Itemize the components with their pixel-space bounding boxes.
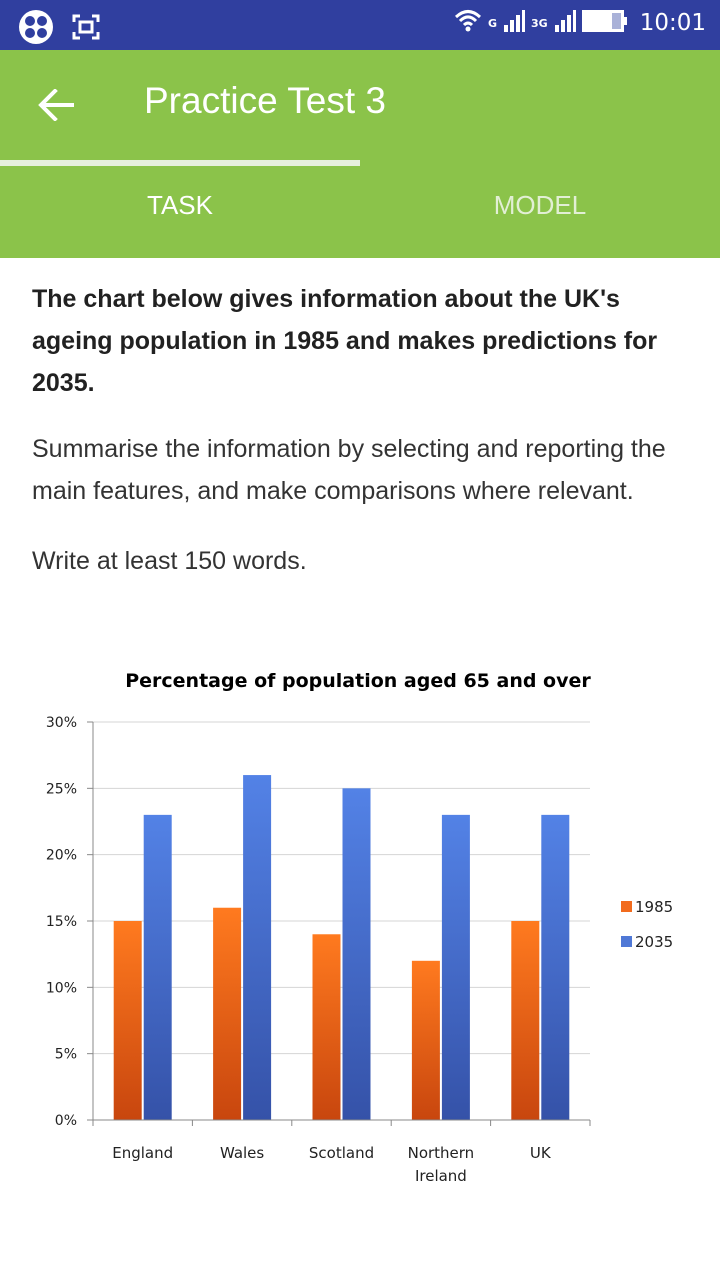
tab-bar: TASK MODEL — [0, 160, 720, 258]
bar-1985 — [113, 921, 142, 1120]
status-right-icons: G 3G 10:01 — [454, 8, 706, 38]
y-tick-label: 15% — [46, 914, 77, 930]
x-tick-label: Scotland — [309, 1144, 374, 1162]
chart-container: Percentage of population aged 65 and ove… — [0, 650, 720, 1210]
bar-2035 — [342, 788, 371, 1120]
signal-icon — [503, 9, 526, 37]
task-heading: The chart below gives information about … — [32, 285, 658, 397]
wifi-icon — [454, 8, 482, 38]
status-bar: G 3G 10:01 — [0, 0, 720, 50]
legend-label: 1985 — [635, 898, 673, 916]
bar-2035 — [441, 814, 470, 1120]
arrow-left-icon — [38, 88, 74, 125]
x-tick-label: England — [112, 1144, 173, 1162]
tab-model[interactable]: MODEL — [493, 190, 587, 220]
x-tick-label: Northern — [408, 1144, 475, 1162]
bar-2035 — [243, 775, 272, 1120]
page-title: Practice Test 3 — [144, 80, 386, 121]
back-button[interactable] — [28, 82, 84, 132]
y-tick-label: 30% — [46, 715, 77, 731]
x-tick-label: Ireland — [415, 1167, 467, 1185]
battery-icon — [581, 9, 628, 37]
bar-2035 — [143, 814, 172, 1120]
y-tick-label: 25% — [46, 781, 77, 797]
y-tick-label: 5% — [55, 1047, 77, 1063]
app-bar: Practice Test 3 TASK MODEL — [0, 50, 720, 258]
bar-chart: Percentage of population aged 65 and ove… — [46, 670, 673, 1185]
task-content: The chart below gives information about … — [32, 278, 692, 582]
bar-1985 — [213, 907, 242, 1120]
x-tick-label: UK — [530, 1144, 552, 1162]
signal-icon — [554, 9, 576, 37]
app-notification-icon — [18, 9, 54, 49]
bar-2035 — [541, 814, 570, 1120]
network-type-3g: 3G — [531, 16, 548, 30]
task-word-count: Write at least 150 words. — [32, 547, 307, 575]
screenshot-icon — [72, 14, 100, 44]
bar-1985 — [511, 921, 540, 1120]
bar-1985 — [411, 960, 440, 1120]
bar-1985 — [312, 934, 341, 1120]
legend-label: 2035 — [635, 933, 673, 951]
network-type-g: G — [487, 16, 498, 30]
legend-swatch-2035 — [621, 936, 632, 947]
tab-indicator — [0, 160, 360, 166]
tab-task[interactable]: TASK — [147, 190, 213, 220]
y-tick-label: 20% — [46, 848, 77, 864]
status-time: 10:01 — [639, 10, 706, 36]
y-tick-label: 10% — [46, 980, 77, 996]
status-left-icons — [18, 9, 100, 49]
legend-swatch-1985 — [621, 901, 632, 912]
task-instruction: Summarise the information by selecting a… — [32, 435, 666, 505]
chart-title: Percentage of population aged 65 and ove… — [125, 670, 591, 692]
y-tick-label: 0% — [55, 1113, 77, 1129]
x-tick-label: Wales — [220, 1144, 264, 1162]
